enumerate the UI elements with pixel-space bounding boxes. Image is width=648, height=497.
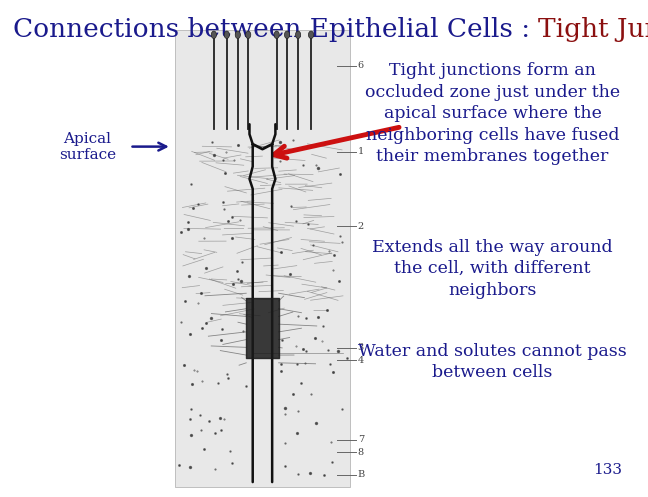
Ellipse shape (211, 31, 216, 39)
Text: 3: 3 (358, 343, 364, 352)
Ellipse shape (224, 31, 229, 39)
Ellipse shape (246, 31, 251, 39)
Text: Extends all the way around
the cell, with different
neighbors: Extends all the way around the cell, wit… (372, 239, 613, 299)
Text: 4: 4 (358, 356, 364, 365)
Ellipse shape (235, 31, 240, 39)
Text: 2: 2 (358, 222, 364, 231)
Ellipse shape (295, 31, 301, 39)
Ellipse shape (308, 31, 314, 39)
Ellipse shape (284, 31, 290, 39)
Text: Apical
surface: Apical surface (59, 132, 116, 162)
Text: Connections between Epithelial Cells :: Connections between Epithelial Cells : (13, 17, 538, 42)
Text: 7: 7 (358, 435, 364, 444)
FancyBboxPatch shape (175, 30, 350, 487)
Text: B: B (358, 470, 365, 479)
Text: 8: 8 (358, 448, 364, 457)
Text: 6: 6 (358, 61, 364, 70)
Text: Water and solutes cannot pass
between cells: Water and solutes cannot pass between ce… (358, 343, 627, 382)
Text: 1: 1 (358, 147, 364, 156)
Text: Tight junctions form an
occluded zone just under the
apical surface where the
ne: Tight junctions form an occluded zone ju… (365, 62, 620, 166)
Ellipse shape (274, 31, 279, 39)
Text: 133: 133 (593, 463, 622, 477)
Text: Tight Junctions: Tight Junctions (538, 17, 648, 42)
